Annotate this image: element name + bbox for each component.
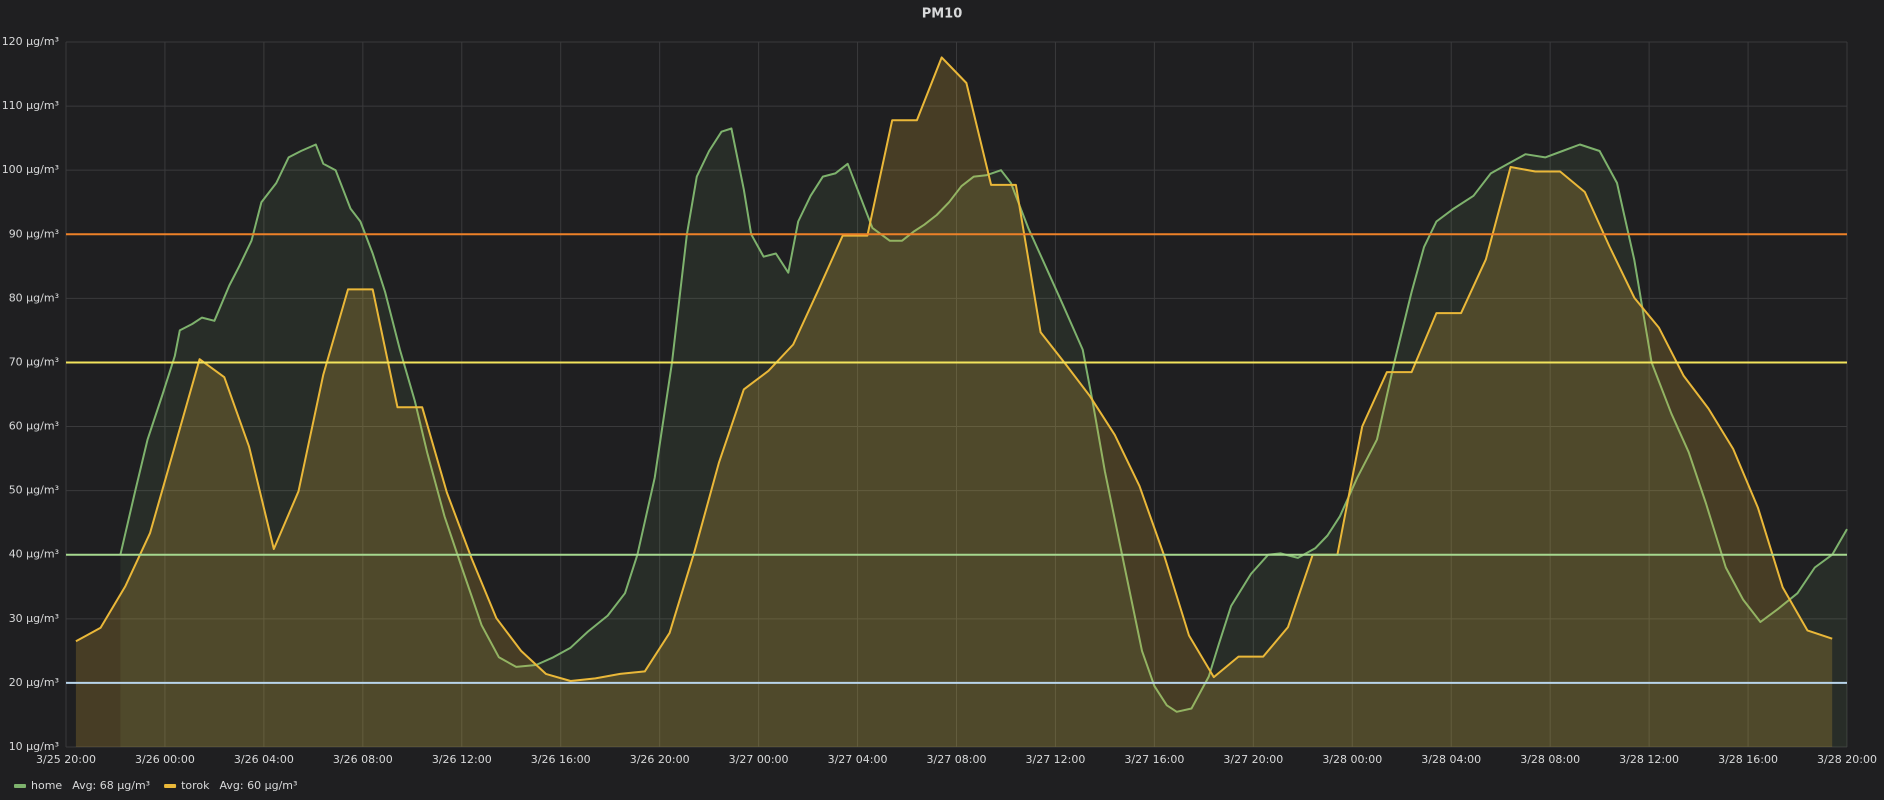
y-tick-label: 100 µg/m³ [2, 163, 59, 176]
x-tick-label: 3/28 12:00 [1619, 753, 1679, 766]
x-tick-label: 3/27 04:00 [828, 753, 888, 766]
legend-avg: Avg: 60 µg/m³ [220, 779, 298, 792]
x-tick-label: 3/27 20:00 [1223, 753, 1283, 766]
y-tick-label: 60 µg/m³ [9, 420, 59, 433]
x-tick-label: 3/25 20:00 [36, 753, 96, 766]
series-area [120, 128, 1847, 747]
x-tick-label: 3/26 08:00 [333, 753, 393, 766]
x-tick-label: 3/28 00:00 [1322, 753, 1382, 766]
legend-avg: Avg: 68 µg/m³ [72, 779, 150, 792]
y-tick-label: 90 µg/m³ [9, 227, 59, 240]
y-tick-label: 10 µg/m³ [9, 740, 59, 753]
y-tick-label: 110 µg/m³ [2, 99, 59, 112]
y-tick-label: 20 µg/m³ [9, 676, 59, 689]
x-tick-label: 3/26 00:00 [135, 753, 195, 766]
x-tick-label: 3/27 16:00 [1124, 753, 1184, 766]
y-tick-label: 70 µg/m³ [9, 355, 59, 368]
x-tick-label: 3/27 08:00 [927, 753, 987, 766]
x-tick-label: 3/26 04:00 [234, 753, 294, 766]
series-area [75, 57, 1833, 747]
legend-label: home [31, 779, 62, 792]
x-tick-label: 3/26 16:00 [531, 753, 591, 766]
x-tick-label: 3/28 20:00 [1817, 753, 1877, 766]
x-tick-label: 3/27 12:00 [1025, 753, 1085, 766]
x-tick-label: 3/26 12:00 [432, 753, 492, 766]
legend-label: torok [181, 779, 210, 792]
x-tick-label: 3/26 20:00 [630, 753, 690, 766]
y-tick-label: 30 µg/m³ [9, 612, 59, 625]
series-line [119, 127, 1848, 713]
chart-title: PM10 [922, 7, 963, 22]
x-tick-label: 3/28 16:00 [1718, 753, 1778, 766]
y-tick-label: 40 µg/m³ [9, 548, 59, 561]
x-tick-label: 3/28 04:00 [1421, 753, 1481, 766]
x-tick-label: 3/27 00:00 [729, 753, 789, 766]
x-tick-label: 3/28 08:00 [1520, 753, 1580, 766]
legend-swatch [164, 784, 177, 788]
legend-swatch [14, 784, 26, 788]
y-tick-label: 120 µg/m³ [2, 35, 59, 48]
series-line [75, 56, 1833, 682]
y-tick-label: 80 µg/m³ [9, 291, 59, 304]
y-tick-label: 50 µg/m³ [9, 484, 59, 497]
